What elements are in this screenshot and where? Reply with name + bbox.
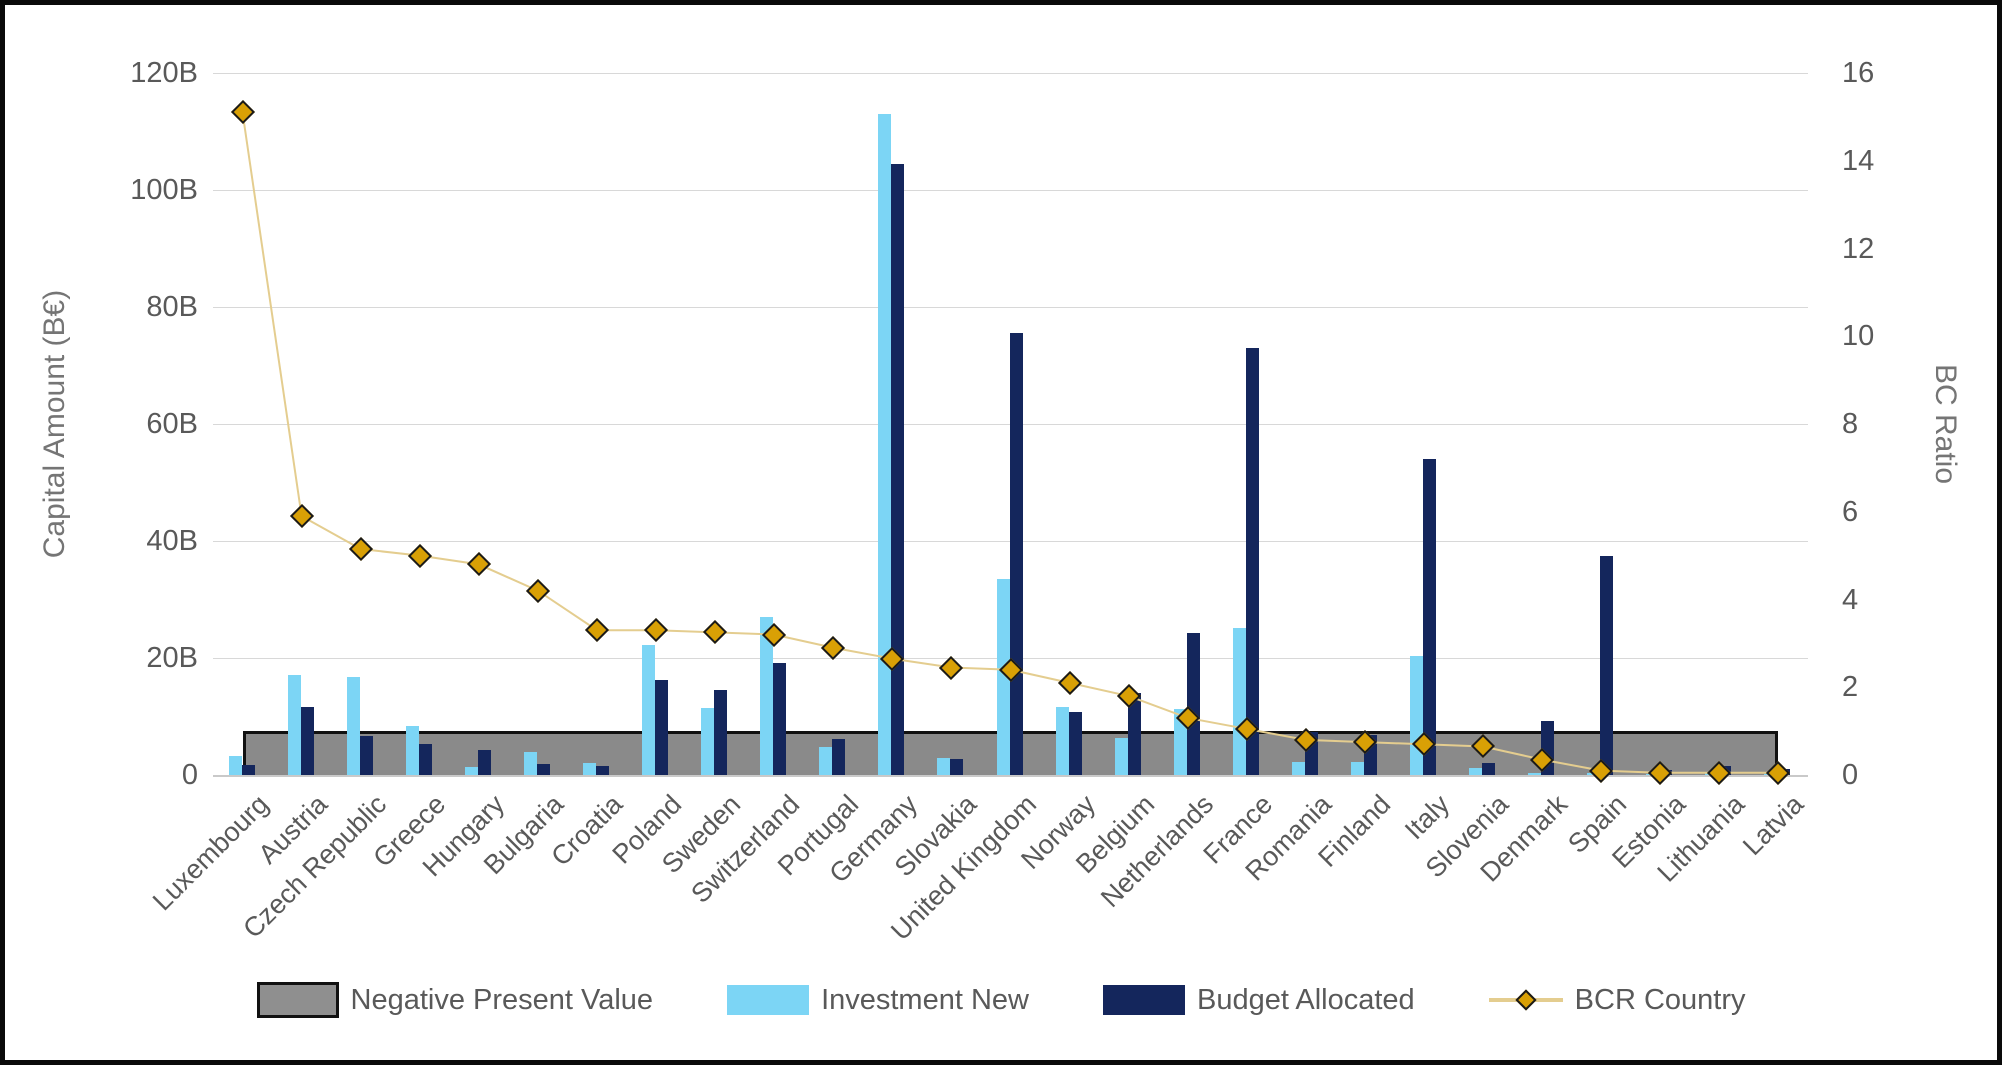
bar-investment-new xyxy=(1232,627,1246,775)
bar-budget-allocated xyxy=(595,765,609,775)
bar-investment-new xyxy=(878,113,892,775)
bar-investment-new xyxy=(287,674,301,775)
bar-investment-new xyxy=(642,644,656,775)
investment-swatch-icon xyxy=(727,985,810,1015)
bar-investment-new xyxy=(819,746,833,775)
bar-budget-allocated xyxy=(832,738,846,775)
bar-investment-new xyxy=(228,756,242,775)
bcr-diamond-icon xyxy=(1515,989,1537,1011)
bar-investment-new xyxy=(937,758,951,775)
bar-budget-allocated xyxy=(1245,347,1259,775)
bar-investment-new xyxy=(582,763,596,775)
bar-budget-allocated xyxy=(1127,693,1141,775)
bar-budget-allocated xyxy=(536,763,550,775)
legend-label: BCR Country xyxy=(1574,983,1746,1016)
y2-tick-label: 10 xyxy=(1842,320,1875,353)
y2-tick-label: 6 xyxy=(1842,495,1859,528)
budget-swatch-icon xyxy=(1102,985,1185,1015)
legend-label: Negative Present Value xyxy=(350,983,654,1016)
bar-budget-allocated xyxy=(359,735,373,775)
legend-item-budget-allocated: Budget Allocated xyxy=(1102,983,1415,1017)
y2-tick-label: 8 xyxy=(1842,408,1859,440)
bcr-line-swatch-icon xyxy=(1488,989,1563,1011)
y2-tick-label: 16 xyxy=(1842,57,1875,89)
bar-budget-allocated xyxy=(1186,633,1200,775)
bar-budget-allocated xyxy=(418,743,432,775)
bar-investment-new xyxy=(1469,767,1483,775)
bar-budget-allocated xyxy=(300,706,314,775)
y-tick-label: 120B xyxy=(130,57,198,89)
bar-budget-allocated xyxy=(655,680,669,775)
right-axis-title: BC Ratio xyxy=(1929,363,1962,485)
bar-budget-allocated xyxy=(1423,459,1437,775)
y-tick-label: 60B xyxy=(146,408,198,440)
gridline xyxy=(213,72,1808,74)
y2-tick-label: 14 xyxy=(1842,144,1875,177)
bar-investment-new xyxy=(1055,706,1069,775)
x-axis-line xyxy=(213,775,1808,777)
bar-investment-new xyxy=(464,767,478,775)
npv-swatch-icon xyxy=(256,982,339,1018)
plot-area xyxy=(213,72,1808,785)
bar-investment-new xyxy=(1291,761,1305,775)
bar-investment-new xyxy=(996,579,1010,775)
bar-investment-new xyxy=(1350,762,1364,775)
y-tick-label: 20B xyxy=(146,642,198,674)
bar-budget-allocated xyxy=(773,662,787,775)
x-tick-label: Luxembourg xyxy=(146,789,274,917)
bar-budget-allocated xyxy=(1482,763,1496,775)
legend-item-investment-new: Investment New xyxy=(727,984,1029,1017)
y2-tick-label: 12 xyxy=(1842,232,1875,265)
y-tick-label: 100B xyxy=(130,174,198,206)
y-tick-label: 40B xyxy=(146,525,198,557)
legend-label: Investment New xyxy=(821,983,1029,1016)
gridline xyxy=(213,189,1808,191)
bar-investment-new xyxy=(760,617,774,775)
bar-budget-allocated xyxy=(950,759,964,775)
bar-budget-allocated xyxy=(477,750,491,775)
bar-budget-allocated xyxy=(1068,711,1082,775)
y2-tick-label: 4 xyxy=(1842,583,1859,616)
legend-item-negative-present-value: Negative Present Value xyxy=(256,982,654,1018)
bar-budget-allocated xyxy=(1600,555,1614,775)
bar-investment-new xyxy=(1114,738,1128,775)
y-tick-label: 80B xyxy=(146,291,198,323)
bar-investment-new xyxy=(523,752,537,775)
bar-budget-allocated xyxy=(241,765,255,775)
legend-item-bcr-country: BCR Country xyxy=(1488,983,1746,1017)
bar-investment-new xyxy=(701,707,715,775)
legend-label: Budget Allocated xyxy=(1196,983,1415,1016)
bar-investment-new xyxy=(405,725,419,775)
y2-tick-label: 2 xyxy=(1842,671,1859,704)
bar-budget-allocated xyxy=(891,163,905,775)
bar-investment-new xyxy=(1528,772,1542,775)
bar-investment-new xyxy=(346,677,360,775)
chart-legend: Negative Present Value Investment New Bu… xyxy=(0,982,2002,1018)
x-tick-label: Latvia xyxy=(1737,789,1810,862)
bar-budget-allocated xyxy=(714,690,728,775)
gridline xyxy=(213,306,1808,308)
y2-tick-label: 0 xyxy=(1842,759,1859,791)
y-tick-label: 0 xyxy=(181,759,198,791)
